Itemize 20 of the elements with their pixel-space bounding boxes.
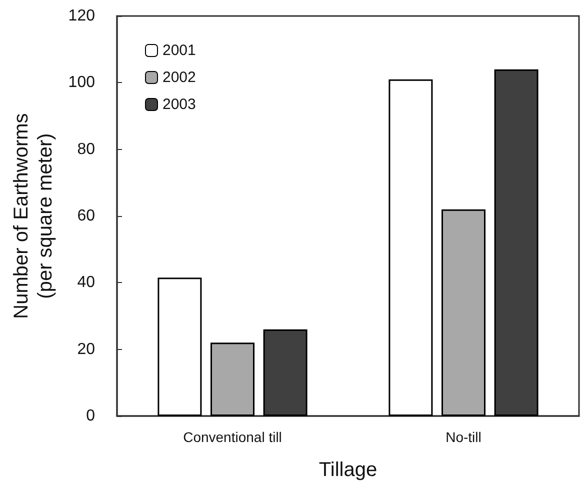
bar [388,79,433,416]
y-tick-label: 20 [77,340,96,358]
bar [210,342,254,416]
bar [263,329,308,416]
y-tick-label: 120 [68,8,96,24]
y-tick-label: 100 [68,74,96,92]
y-axis-title: Number of Earthworms (per square meter) [10,113,56,319]
x-tick-label: No-till [446,429,482,445]
x-axis-title: Tillage [318,459,378,481]
legend-label: 2003 [162,96,196,113]
legend-label: 2001 [162,42,196,59]
bar [442,209,486,416]
y-tick-label: 80 [77,140,96,158]
y-tick-label: 40 [77,274,96,292]
legend-label: 2002 [162,69,196,86]
bar [494,69,538,416]
y-tick-label: 60 [77,208,96,224]
x-tick-label: Conventional till [183,429,282,445]
bar [158,278,202,416]
y-tick-label: 0 [86,408,96,424]
